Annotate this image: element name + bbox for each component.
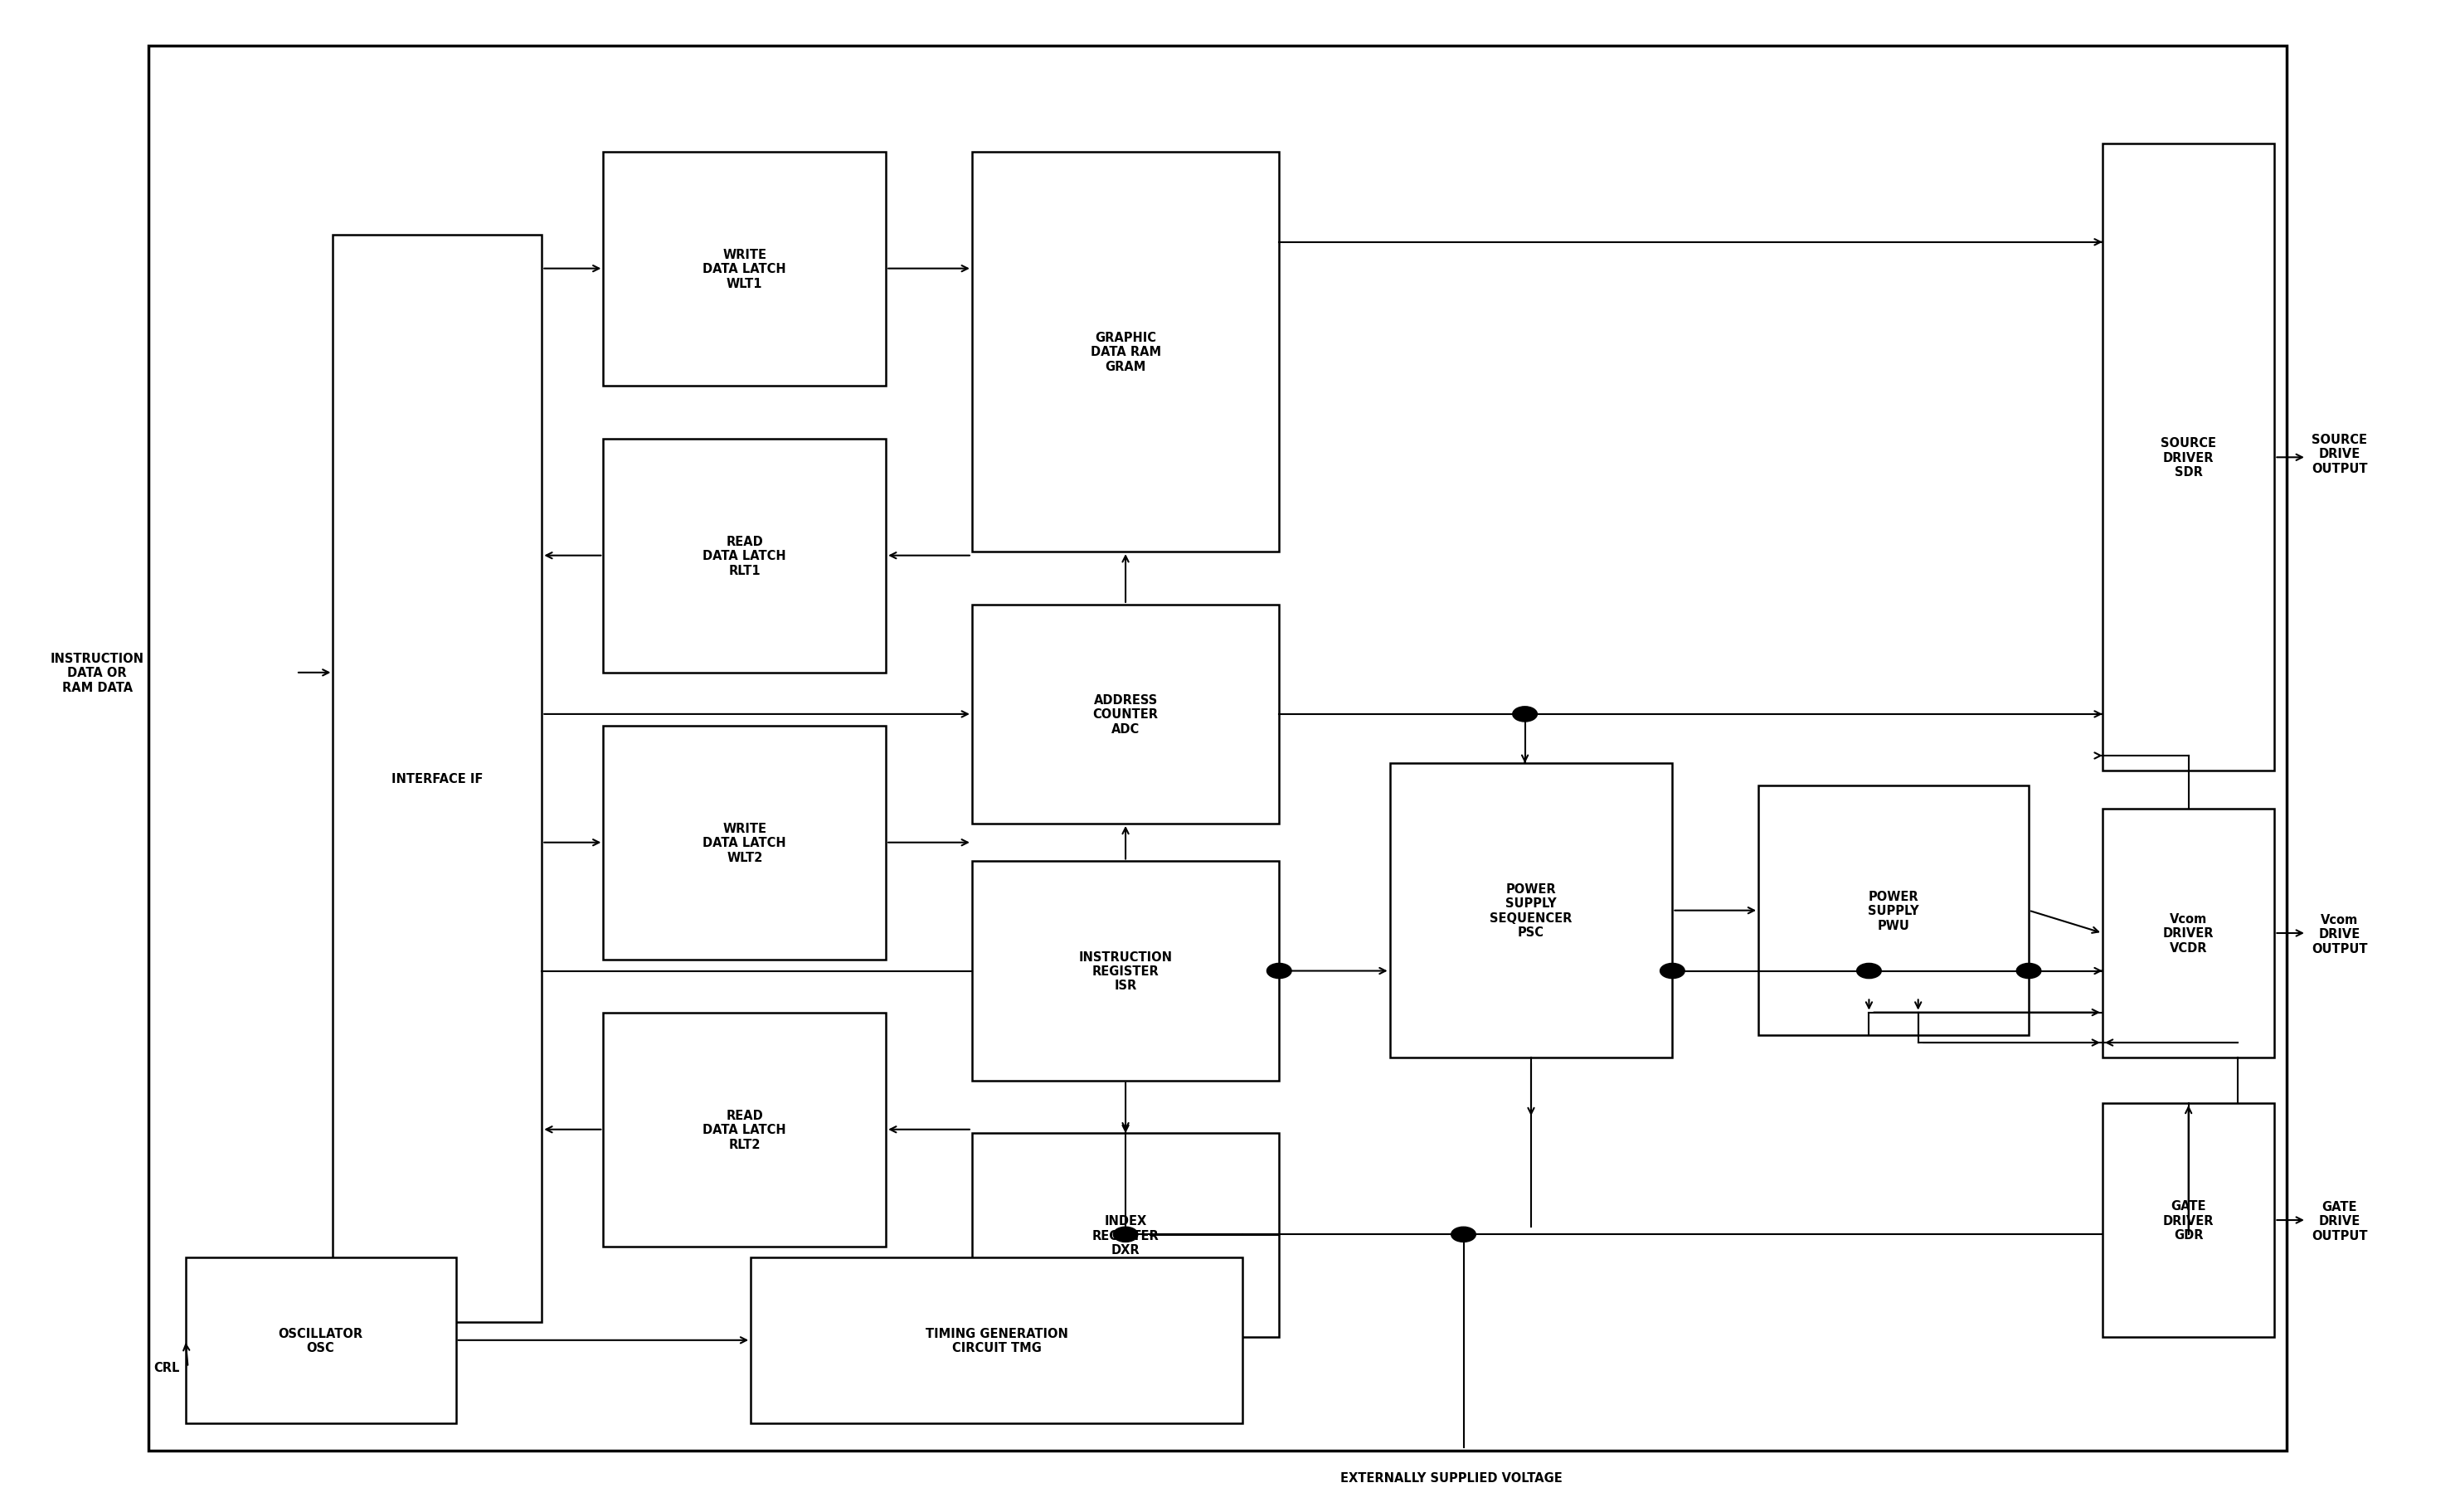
FancyBboxPatch shape: [750, 1256, 1242, 1423]
Circle shape: [1660, 963, 1685, 978]
FancyBboxPatch shape: [148, 47, 2288, 1450]
FancyBboxPatch shape: [603, 153, 886, 386]
FancyBboxPatch shape: [972, 862, 1279, 1081]
FancyBboxPatch shape: [603, 438, 886, 673]
Text: GRAPHIC
DATA RAM
GRAM: GRAPHIC DATA RAM GRAM: [1090, 331, 1161, 373]
Text: ADDRESS
COUNTER
ADC: ADDRESS COUNTER ADC: [1092, 694, 1159, 735]
FancyBboxPatch shape: [332, 236, 541, 1321]
Text: INSTRUCTION
REGISTER
ISR: INSTRUCTION REGISTER ISR: [1077, 951, 1173, 992]
Text: Vcom
DRIVER
VCDR: Vcom DRIVER VCDR: [2162, 913, 2214, 954]
Text: SOURCE
DRIVE
OUTPUT: SOURCE DRIVE OUTPUT: [2312, 434, 2367, 475]
Text: INTERFACE IF: INTERFACE IF: [391, 773, 482, 785]
Text: WRITE
DATA LATCH
WLT2: WRITE DATA LATCH WLT2: [704, 823, 787, 863]
Text: READ
DATA LATCH
RLT2: READ DATA LATCH RLT2: [704, 1108, 787, 1151]
FancyBboxPatch shape: [972, 1134, 1279, 1337]
FancyBboxPatch shape: [972, 153, 1279, 552]
Text: SOURCE
DRIVER
SDR: SOURCE DRIVER SDR: [2160, 437, 2216, 478]
FancyBboxPatch shape: [603, 726, 886, 960]
Text: WRITE
DATA LATCH
WLT1: WRITE DATA LATCH WLT1: [704, 248, 787, 290]
FancyBboxPatch shape: [1759, 786, 2029, 1036]
Text: CRL: CRL: [153, 1361, 180, 1373]
Text: POWER
SUPPLY
SEQUENCER
PSC: POWER SUPPLY SEQUENCER PSC: [1491, 883, 1572, 939]
FancyBboxPatch shape: [1390, 764, 1673, 1058]
Text: GATE
DRIVE
OUTPUT: GATE DRIVE OUTPUT: [2312, 1201, 2367, 1241]
Text: POWER
SUPPLY
PWU: POWER SUPPLY PWU: [1867, 891, 1919, 931]
Text: INSTRUCTION
DATA OR
RAM DATA: INSTRUCTION DATA OR RAM DATA: [49, 652, 145, 694]
Text: READ
DATA LATCH
RLT1: READ DATA LATCH RLT1: [704, 535, 787, 576]
Text: OSCILLATOR
OSC: OSCILLATOR OSC: [278, 1328, 364, 1353]
Text: Vcom
DRIVE
OUTPUT: Vcom DRIVE OUTPUT: [2312, 913, 2367, 954]
Text: GATE
DRIVER
GDR: GATE DRIVER GDR: [2162, 1199, 2214, 1241]
FancyBboxPatch shape: [603, 1013, 886, 1247]
Circle shape: [1451, 1228, 1476, 1243]
FancyBboxPatch shape: [184, 1256, 455, 1423]
FancyBboxPatch shape: [2103, 809, 2276, 1058]
Circle shape: [1513, 708, 1538, 723]
Circle shape: [1267, 963, 1292, 978]
Circle shape: [1114, 1228, 1139, 1243]
FancyBboxPatch shape: [2103, 145, 2276, 771]
Text: EXTERNALLY SUPPLIED VOLTAGE: EXTERNALLY SUPPLIED VOLTAGE: [1341, 1471, 1562, 1483]
Text: TIMING GENERATION
CIRCUIT TMG: TIMING GENERATION CIRCUIT TMG: [925, 1328, 1068, 1353]
FancyBboxPatch shape: [2103, 1104, 2276, 1337]
Text: INDEX
REGISTER
DXR: INDEX REGISTER DXR: [1092, 1214, 1159, 1256]
Circle shape: [1857, 963, 1882, 978]
FancyBboxPatch shape: [972, 605, 1279, 824]
Circle shape: [2017, 963, 2042, 978]
